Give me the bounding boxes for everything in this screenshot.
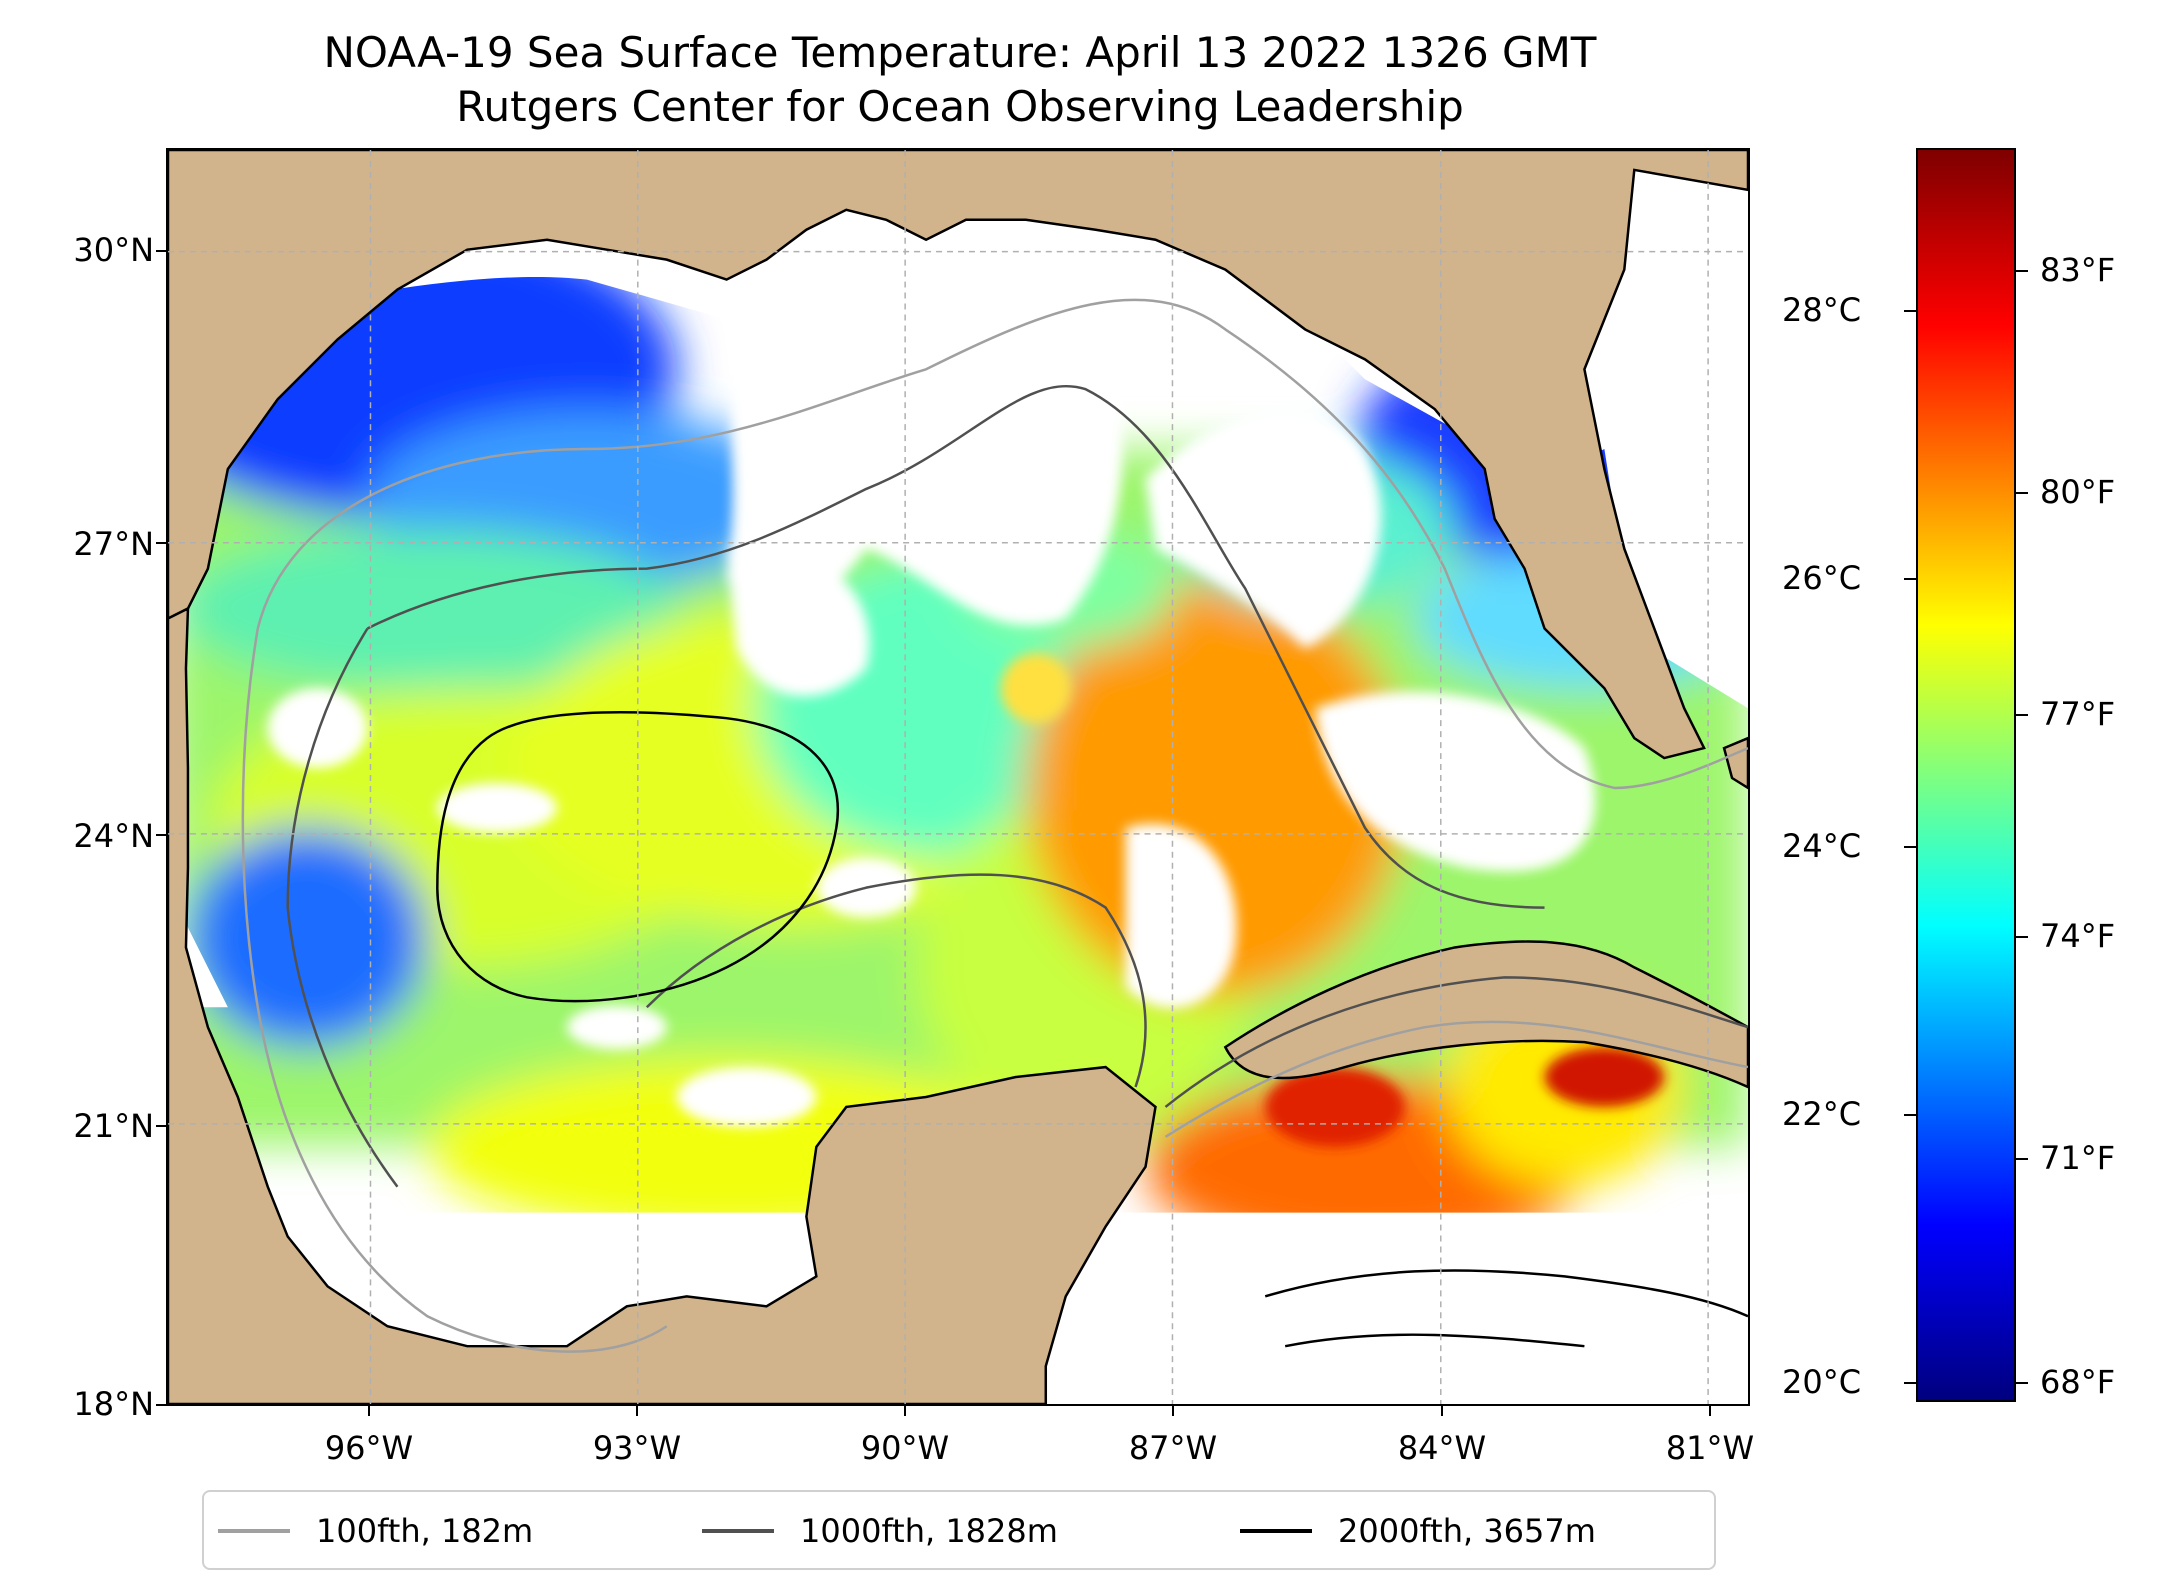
bathymetry-1000fth xyxy=(286,384,1748,1188)
lon-tick xyxy=(1441,1406,1443,1416)
legend-label: 2000fth, 3657m xyxy=(1338,1512,1596,1550)
chart-title: NOAA-19 Sea Surface Temperature: April 1… xyxy=(323,28,1597,77)
graticule xyxy=(168,150,1748,1404)
lon-tick xyxy=(636,1406,638,1416)
land xyxy=(168,150,1748,1404)
colorbar-tick xyxy=(1904,578,1916,580)
lon-tick xyxy=(904,1406,906,1416)
legend-swatch xyxy=(702,1529,774,1533)
colorbar-label-26c: 26°C xyxy=(1782,559,1862,597)
colorbar-label-71f: 71°F xyxy=(2040,1139,2116,1177)
lon-label-90w: 90°W xyxy=(860,1429,950,1467)
colorbar-label-83f: 83°F xyxy=(2040,251,2116,289)
lat-tick xyxy=(156,542,166,544)
chart-subtitle: Rutgers Center for Ocean Observing Leade… xyxy=(456,82,1464,131)
sst-map xyxy=(166,148,1750,1406)
colorbar-label-20c: 20°C xyxy=(1782,1363,1862,1401)
legend-item-100fth: 100fth, 182m xyxy=(218,1508,533,1554)
lon-label-84w: 84°W xyxy=(1397,1429,1487,1467)
colorbar-label-77f: 77°F xyxy=(2040,695,2116,733)
colorbar-tick xyxy=(1904,1382,1916,1384)
lat-tick xyxy=(156,250,166,252)
legend-item-1000fth: 1000fth, 1828m xyxy=(702,1508,1058,1554)
no-data-areas xyxy=(267,247,1725,1127)
colorbar-label-68f: 68°F xyxy=(2040,1363,2116,1401)
legend-swatch xyxy=(1240,1529,1312,1533)
lon-tick xyxy=(1709,1406,1711,1416)
colorbar-tick xyxy=(1904,846,1916,848)
colorbar-label-22c: 22°C xyxy=(1782,1095,1862,1133)
lat-tick xyxy=(156,834,166,836)
lon-label-81w: 81°W xyxy=(1665,1429,1755,1467)
colorbar-tick xyxy=(2016,714,2028,716)
colorbar-tick xyxy=(2016,936,2028,938)
legend-item-2000fth: 2000fth, 3657m xyxy=(1240,1508,1596,1554)
sst-map-canvas xyxy=(168,150,1748,1404)
bathymetry-legend: 100fth, 182m 1000fth, 1828m 2000fth, 365… xyxy=(202,1490,1716,1570)
colorbar-tick xyxy=(2016,492,2028,494)
legend-label: 1000fth, 1828m xyxy=(800,1512,1058,1550)
colorbar-label-24c: 24°C xyxy=(1782,827,1862,865)
colorbar-tick xyxy=(1904,310,1916,312)
lon-label-96w: 96°W xyxy=(324,1429,414,1467)
legend-label: 100fth, 182m xyxy=(316,1512,534,1550)
colorbar-label-80f: 80°F xyxy=(2040,473,2116,511)
colorbar-label-74f: 74°F xyxy=(2040,917,2116,955)
colorbar xyxy=(1916,148,2016,1402)
lon-label-93w: 93°W xyxy=(592,1429,682,1467)
bathymetry-2000fth xyxy=(436,710,1748,1348)
colorbar-label-28c: 28°C xyxy=(1782,291,1862,329)
lon-tick xyxy=(1172,1406,1174,1416)
colorbar-tick xyxy=(2016,270,2028,272)
lat-label-30n: 30°N xyxy=(73,231,154,269)
lat-label-18n: 18°N xyxy=(73,1385,154,1423)
lon-label-87w: 87°W xyxy=(1128,1429,1218,1467)
lat-tick xyxy=(156,1125,166,1127)
lat-label-21n: 21°N xyxy=(73,1107,154,1145)
colorbar-tick xyxy=(1904,1114,1916,1116)
lat-label-27n: 27°N xyxy=(73,525,154,563)
lat-tick xyxy=(156,1404,166,1406)
legend-swatch xyxy=(218,1529,290,1533)
colorbar-tick xyxy=(2016,1158,2028,1160)
lon-tick xyxy=(368,1406,370,1416)
lat-label-24n: 24°N xyxy=(73,817,154,855)
colorbar-tick xyxy=(2016,1382,2028,1384)
